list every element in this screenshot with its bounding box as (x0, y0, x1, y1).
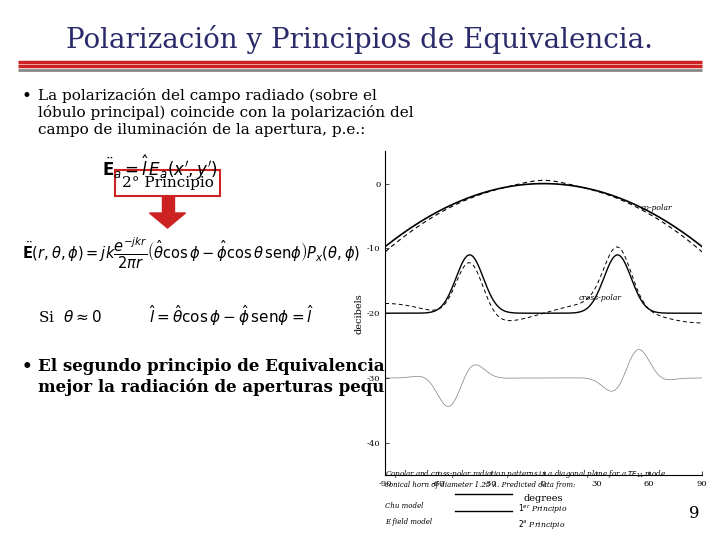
Text: Copolar and cross-polar radiation patterns in a diagonal plane for a $TE_{11}$ m: Copolar and cross-polar radiation patter… (385, 468, 666, 489)
Line: copolar: copolar (385, 184, 702, 247)
Text: E field model: E field model (385, 517, 432, 525)
Text: Polarización y Principios de Equivalencia.: Polarización y Principios de Equivalenci… (66, 25, 654, 55)
copolar (521, 181, 529, 188)
Text: $2^a$ Principio: $2^a$ Principio (518, 517, 565, 530)
Text: $1^{er}$ Principio: $1^{er}$ Principio (518, 502, 568, 516)
copolar (634, 203, 642, 210)
copolar (413, 220, 422, 227)
Text: Chu model: Chu model (385, 502, 423, 510)
Text: La polarización del campo radiado (sobre el: La polarización del campo radiado (sobre… (38, 88, 377, 103)
Text: $\ddot{\mathbf{E}}(r,\theta,\phi) = jk\dfrac{e^{-jkr}}{2\pi r}\left(\hat{\theta}: $\ddot{\mathbf{E}}(r,\theta,\phi) = jk\d… (22, 236, 360, 271)
Bar (115, 170, 220, 196)
Text: •: • (22, 358, 32, 375)
Polygon shape (150, 213, 186, 228)
Text: cross-polar: cross-polar (579, 294, 622, 302)
Text: •: • (22, 88, 32, 105)
Bar (161, 196, 174, 214)
copolar (381, 244, 390, 250)
copolar (599, 189, 608, 195)
Text: 2° Principio: 2° Principio (122, 176, 213, 190)
copolar (629, 200, 637, 207)
Text: campo de iluminación de la apertura, p.e.:: campo de iluminación de la apertura, p.e… (38, 122, 365, 137)
Text: Si  $\theta \approx 0$          $\hat{l} = \hat{\theta}\cos\phi - \hat{\phi}\,\m: Si $\theta \approx 0$ $\hat{l} = \hat{\t… (38, 303, 314, 328)
Text: $\ddot{\mathbf{E}}_a = \hat{l}\,E_a(x', y')$: $\ddot{\mathbf{E}}_a = \hat{l}\,E_a(x', … (102, 153, 218, 181)
copolar (698, 244, 706, 250)
Text: 9: 9 (690, 505, 700, 522)
Text: lóbulo principal) coincide con la polarización del: lóbulo principal) coincide con la polari… (38, 105, 413, 120)
copolar (539, 180, 548, 187)
Text: co-polar: co-polar (640, 204, 672, 212)
Text: El segundo principio de Equivalencia modela: El segundo principio de Equivalencia mod… (38, 358, 458, 375)
Text: mejor la radiación de aperturas pequeñas: mejor la radiación de aperturas pequeñas (38, 378, 427, 395)
X-axis label: degrees: degrees (524, 494, 563, 503)
Y-axis label: decibels: decibels (355, 293, 364, 334)
copolar (509, 183, 518, 189)
